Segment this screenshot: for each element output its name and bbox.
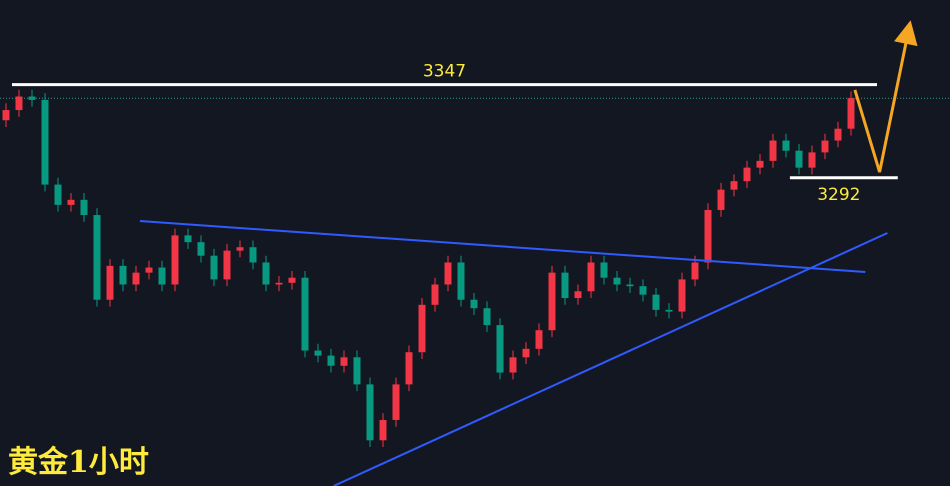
candle-body [275,282,283,285]
candle-body [470,299,478,309]
candle-body [249,247,257,263]
trendline [333,232,888,486]
candle-body [80,199,88,216]
candle-body [184,235,192,243]
candle-body [379,419,387,441]
candle-body [93,215,101,300]
candle-body [158,267,166,285]
candle-body [548,272,556,331]
candle-body [236,247,244,251]
candle-body [15,96,23,111]
candle-body [171,235,179,285]
candle-body [834,128,842,141]
candle-body [600,262,608,278]
candle-body [769,140,777,161]
candle-body [847,98,855,129]
candle-body [67,199,75,205]
candle-body [223,250,231,280]
candle-body [496,325,504,373]
candle-body [418,304,426,353]
candle-body [717,189,725,210]
candle-body [535,330,543,349]
candle-body [431,284,439,305]
candle-body [353,357,361,385]
candle-body [366,384,374,441]
candle-body [691,262,699,280]
candle-body [197,242,205,256]
candle-body [41,99,49,185]
candle-body [639,286,647,295]
candle-body [821,140,829,153]
candle-body [145,267,153,273]
candle-body [106,265,114,300]
candle-body [262,262,270,285]
candle-body [457,262,465,300]
candle-body [509,357,517,373]
candle-body [132,272,140,285]
level-label: 3292 [817,185,860,205]
arrow [853,20,918,173]
chart-title: 黄金1小时 [8,445,149,480]
candle-body [288,277,296,283]
candle-body [756,160,764,168]
candle-body [587,262,595,292]
candle-body [119,265,127,285]
candle-body [652,294,660,310]
candle-body [795,150,803,168]
candle-body [301,277,309,351]
candle-body [392,384,400,420]
trendline [139,219,866,273]
candle-body [561,272,569,299]
level-label: 3347 [423,62,466,82]
candle-body [210,255,218,280]
candle-body [483,308,491,326]
candle-body [808,152,816,168]
candle-body [574,291,582,299]
candle-body [613,277,621,285]
candle-body [743,167,751,182]
candle-body [665,309,673,312]
candle-body [54,184,62,205]
candle-body [704,209,712,263]
candle-body [340,357,348,366]
candle-body [782,140,790,151]
candle-body [444,262,452,285]
candle-body [314,350,322,356]
candle-body [2,110,10,121]
candle-body [28,96,36,100]
candle-body [730,181,738,190]
candle-body [327,355,335,366]
candle-body [522,348,530,358]
candle-body [678,279,686,312]
candle-body [405,352,413,385]
candle-body [626,284,634,287]
